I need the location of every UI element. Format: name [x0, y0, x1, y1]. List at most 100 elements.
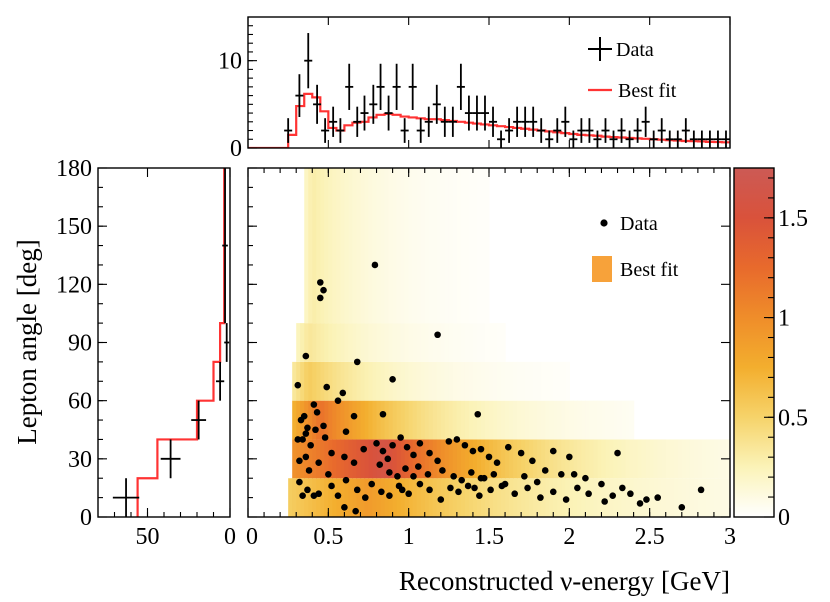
- data-point: [458, 476, 465, 484]
- heatmap-cell: [428, 478, 434, 517]
- heatmap-cell: [452, 361, 458, 401]
- colorbar: 0 0.5 1 1.5: [733, 167, 808, 531]
- data-point: [313, 409, 321, 416]
- data-point: [609, 492, 617, 499]
- data-point: [304, 486, 311, 494]
- heatmap-cell: [525, 478, 530, 517]
- heatmap-cell: [352, 361, 358, 401]
- data-point: [477, 445, 485, 453]
- heatmap-cell: [340, 361, 345, 401]
- data-point: [437, 496, 445, 503]
- data-point: [504, 443, 512, 451]
- heatmap-cell: [685, 478, 691, 517]
- heatmap-cell: [316, 168, 321, 324]
- data-point: [434, 457, 441, 465]
- heatmap-cell: [328, 323, 333, 362]
- data-point: [455, 488, 462, 496]
- heatmap-cell: [521, 361, 526, 401]
- heatmap-cell: [396, 439, 402, 479]
- heatmap-cell: [356, 168, 362, 324]
- heatmap-cell: [701, 478, 707, 517]
- heatmap-cell: [300, 361, 305, 401]
- heatmap-cell: [392, 439, 398, 479]
- heatmap-cell: [484, 478, 490, 517]
- heatmap-cell: [332, 439, 337, 479]
- data-point: [416, 440, 424, 447]
- heatmap-cell: [404, 323, 410, 362]
- heatmap-cell: [396, 323, 402, 362]
- heatmap-cell: [625, 478, 631, 517]
- heatmap-cell: [452, 323, 458, 362]
- left-data-points: [112, 168, 230, 517]
- heatmap-cell: [509, 439, 514, 479]
- heatmap-cell: [308, 323, 313, 362]
- data-point: [697, 486, 705, 494]
- data-point: [537, 494, 544, 501]
- heatmap-cell: [332, 478, 337, 517]
- data-point: [450, 472, 457, 480]
- heatmap-cell: [312, 361, 317, 401]
- heatmap-cell: [452, 478, 458, 517]
- heatmap-cell: [489, 400, 494, 440]
- data-point: [307, 441, 314, 449]
- heatmap-cell: [376, 323, 382, 362]
- heatmap-cell: [705, 478, 711, 517]
- heatmap-cell: [308, 478, 313, 517]
- heatmap-cell: [380, 323, 386, 362]
- data-point: [299, 492, 306, 499]
- heatmap-cell: [713, 478, 719, 517]
- heatmap-cell: [629, 400, 635, 440]
- data-point: [529, 457, 536, 465]
- heatmap-cell: [505, 478, 510, 517]
- heatmap-cell: [460, 168, 466, 324]
- data-point: [302, 352, 310, 360]
- data-point: [490, 471, 498, 478]
- heatmap-cell: [292, 400, 297, 440]
- heatmap-cell: [324, 439, 329, 479]
- data-point: [524, 484, 531, 492]
- left-y-tick-label: 30: [68, 447, 92, 473]
- heatmap-cell: [384, 168, 390, 324]
- heatmap-cell: [308, 168, 313, 324]
- heatmap-cell: [537, 361, 542, 401]
- heatmap-cell: [348, 439, 354, 479]
- heatmap-cell: [416, 400, 422, 440]
- heatmap-cell: [380, 439, 386, 479]
- heatmap-cell: [388, 400, 394, 440]
- colorbar-tick-label: 0.5: [778, 405, 808, 431]
- heatmap-cell: [681, 439, 687, 479]
- data-point: [549, 447, 557, 455]
- heatmap-cell: [352, 323, 358, 362]
- data-point: [334, 492, 342, 499]
- heatmap-cell: [573, 439, 578, 479]
- top-data-points: [284, 33, 730, 148]
- heatmap-cell: [521, 439, 526, 479]
- heatmap-cell: [368, 168, 374, 324]
- heatmap-cell: [605, 439, 611, 479]
- heatmap-cell: [561, 439, 566, 479]
- heatmap-cell: [484, 323, 490, 362]
- data-point: [317, 294, 324, 302]
- heatmap-cell: [340, 400, 345, 440]
- data-point: [304, 424, 311, 432]
- heatmap-cell: [320, 323, 325, 362]
- data-point: [533, 478, 541, 486]
- heatmap-cell: [376, 400, 382, 440]
- left-y-tick-label: 90: [68, 331, 92, 357]
- heatmap-cell: [392, 400, 398, 440]
- heatmap-cell: [420, 478, 426, 517]
- heatmap-cell: [689, 439, 695, 479]
- heatmap-cell: [428, 168, 434, 324]
- heatmap-cell: [412, 168, 418, 324]
- heatmap-cell: [444, 323, 450, 362]
- heatmap-cell: [545, 439, 550, 479]
- heatmap-cell: [444, 400, 450, 440]
- data-point: [566, 453, 573, 461]
- heatmap-cell: [296, 361, 301, 401]
- heatmap-cell: [472, 400, 478, 440]
- heatmap-cell: [308, 400, 313, 440]
- heatmap-cell: [613, 439, 619, 479]
- left-panel: 50 0 0 30 60 90 120 150 180: [56, 156, 236, 550]
- heatmap-cell: [348, 478, 354, 517]
